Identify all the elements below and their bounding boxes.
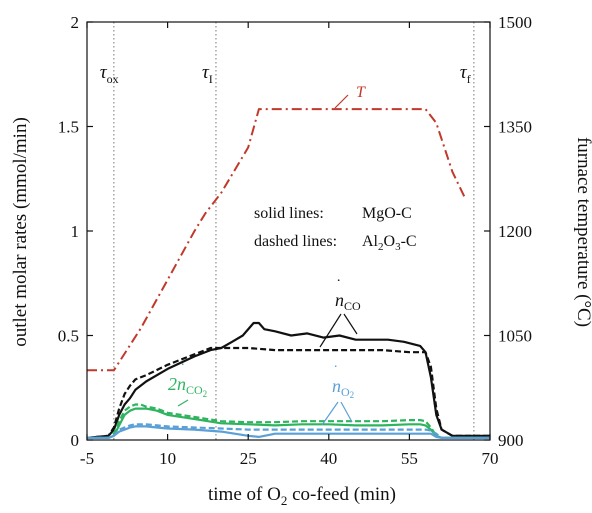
label-nCO: nCO — [335, 290, 361, 313]
legend-solid-value: MgO-C — [362, 205, 412, 222]
x-tick-label: 10 — [159, 449, 176, 468]
series-line-2 — [86, 346, 490, 439]
marker-label-f: τf — [460, 62, 471, 86]
label-T: T — [356, 84, 366, 101]
legend-dashed-label: dashed lines: — [254, 233, 337, 250]
series-line-5 — [87, 425, 490, 439]
label-nCO-main: n — [335, 290, 344, 310]
label-nCO-dot: ˙ — [336, 277, 341, 294]
label-nO2-leader-2 — [340, 401, 353, 423]
plot-frame — [86, 21, 491, 441]
label-nO2: nO2 — [332, 376, 354, 400]
series-line-0 — [87, 108, 467, 372]
label-nO2-dot: ˙ — [333, 363, 338, 380]
label-nCO2-leader — [177, 399, 189, 407]
label-T-leader — [334, 94, 349, 109]
legend-dashed-value-2: 2 — [378, 241, 384, 253]
series-layer — [86, 108, 490, 439]
x-tick-label: 40 — [320, 449, 337, 468]
y-left-tick-label: 0 — [71, 431, 80, 450]
label-nCO-sub: CO — [344, 299, 361, 313]
y-right-tick-label: 1200 — [498, 222, 532, 241]
y-right-tick-label: 900 — [498, 431, 524, 450]
y-left-tick-label: 1 — [71, 222, 80, 241]
x-axis-title: time of O2 co-feed (min) — [208, 484, 396, 508]
label-nO2-subsub: 2 — [350, 390, 355, 400]
y-axis-left-title: outlet molar rates (mmol/min) — [10, 117, 31, 347]
axes-layer: -5 10 25 40 55 70 0 0.5 1 1.5 2 900 1050 1200 1350 1500 — [58, 13, 532, 468]
y-left-tick-label: 0.5 — [58, 327, 79, 346]
label-nCO2: 2nCO2 — [168, 374, 207, 399]
x-tick-label: 25 — [240, 449, 257, 468]
legend-dashed-value-o: O — [384, 233, 396, 250]
y-left-tick-label: 2 — [71, 13, 80, 32]
x-axis-title-part2: co-feed (min) — [287, 484, 396, 505]
series-line-1 — [86, 321, 490, 439]
label-nCO-leader-1 — [319, 313, 342, 348]
x-tick-label: 70 — [482, 449, 499, 468]
legend-solid-label: solid lines: — [254, 205, 324, 222]
x-axis-title-part1: time of O — [208, 484, 281, 505]
y-axis-right-title: furnace temperature (°C) — [573, 137, 592, 327]
legend-dashed-value-3: 3 — [395, 241, 401, 253]
y-right-tick-label: 1500 — [498, 13, 532, 32]
legend-dashed-value-al: Al — [362, 233, 379, 250]
x-tick-label: -5 — [80, 449, 94, 468]
y-left-tick-label: 1.5 — [58, 118, 79, 137]
label-nCO2-sub: CO — [186, 383, 203, 397]
legend-dashed-value: Al2O3-C — [362, 233, 417, 253]
x-axis-title-sub: 2 — [281, 493, 288, 508]
y-right-tick-label: 1350 — [498, 118, 532, 137]
label-nO2-main: n — [332, 376, 341, 396]
legend-dashed-value-c: -C — [401, 233, 417, 250]
x-tick-label: 55 — [401, 449, 418, 468]
plot-area: τox τI τf — [100, 22, 475, 440]
series-line-6 — [87, 423, 490, 439]
label-nO2-leader-1 — [321, 401, 339, 426]
marker-label-I: τI — [202, 62, 213, 86]
label-nCO-leader-2 — [343, 313, 358, 335]
label-nCO2-dot: ˙ — [180, 361, 185, 378]
y-right-tick-label: 1050 — [498, 327, 532, 346]
label-nCO2-main: 2n — [168, 374, 186, 394]
label-nCO2-subsub: 2 — [203, 389, 208, 399]
label-nO2-sub: O — [341, 385, 350, 399]
marker-label-ox: τox — [100, 62, 119, 86]
